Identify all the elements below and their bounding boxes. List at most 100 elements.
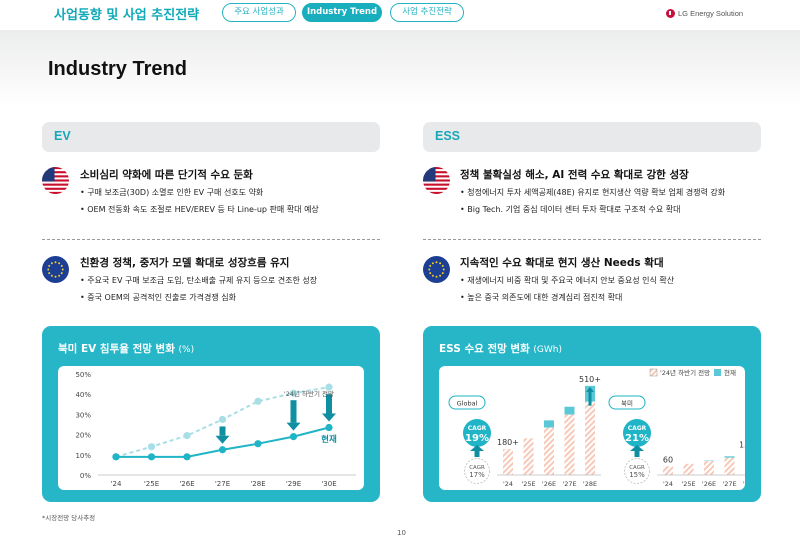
ess-group-badge-label: 북미 xyxy=(621,399,633,408)
ess-xtick-label: '28E xyxy=(583,480,597,488)
ev-current-point xyxy=(147,453,156,461)
ess-block2-bullet1: • 재생에너지 비중 확대 및 주요국 에너지 안보 중요성 인식 확산 xyxy=(460,276,675,285)
ess-bar-prior-forecast xyxy=(683,463,694,475)
ev-old-point xyxy=(254,397,262,405)
ev-ytick-label: 10% xyxy=(75,452,91,460)
ev-chart-title: 북미 EV 침투율 전망 변화 (%) xyxy=(58,341,194,356)
ev-block1-bullet1: • 구매 보조금(30D) 소멸로 인한 EV 구매 선호도 약화 xyxy=(80,188,264,197)
ess-bar-up-arrow-shaft xyxy=(588,390,592,406)
ess-xtick-label: '24 xyxy=(663,480,673,488)
ev-ytick-label: 40% xyxy=(75,391,91,399)
ess-section-label: ESS xyxy=(435,129,461,143)
ess-group-badge-label: Global xyxy=(457,400,478,408)
ess-cagr-old-title: CAGR xyxy=(629,465,645,471)
ess-bar-prior-forecast xyxy=(523,438,534,475)
ev-change-arrow-shaft xyxy=(326,394,332,414)
ev-block2-bullet1: • 주요국 EV 구매 보조금 도입, 탄소배출 규제 유지 등으로 견조한 성… xyxy=(80,276,318,285)
ess-group-badge xyxy=(448,395,486,410)
logo-text: LG Energy Solution xyxy=(678,8,744,18)
ev-change-arrow-head xyxy=(215,435,230,444)
ess-bar-current xyxy=(544,420,554,428)
ess-xtick-label: '27E xyxy=(722,480,736,488)
ev-current-point xyxy=(183,453,191,461)
tab-industry-trend[interactable]: Industry Trend xyxy=(302,3,382,22)
ess-chart-panel: ESS 수요 전망 변화 (GWh) '24년 하반기 전망 현재 Global CA… xyxy=(423,326,761,502)
ess-xtick-label: '25E xyxy=(681,480,695,488)
ev-old-series-annotation: '24년 하반기 전망 xyxy=(284,389,334,398)
ev-xtick-label: '30E xyxy=(321,480,336,488)
ess-xtick-label: '25E xyxy=(521,480,535,488)
ess-cagr-new-title: CAGR xyxy=(468,425,487,432)
us-flag-icon xyxy=(42,167,69,194)
ev-ytick-label: 30% xyxy=(75,411,91,419)
ev-section-label: EV xyxy=(54,129,71,143)
lg-logo-icon xyxy=(666,8,675,18)
title-band xyxy=(0,30,800,106)
ev-change-arrow-head xyxy=(322,413,336,422)
ess-xtick-label: '26E xyxy=(702,480,716,488)
ev-current-annotation: 현재 xyxy=(321,434,337,445)
ev-old-point xyxy=(147,443,156,451)
ess-bar-prior-forecast xyxy=(544,427,554,475)
ess-legend-old-label: '24년 하반기 전망 xyxy=(660,368,710,377)
page-title: Industry Trend xyxy=(48,58,187,80)
ess-cagr-new-circle xyxy=(463,419,491,447)
ev-xtick-label: '25E xyxy=(144,480,159,488)
ess-xtick-label: '28E xyxy=(743,480,745,488)
ev-old-point xyxy=(289,389,298,397)
ev-chart-title-text: 북미 EV 침투율 전망 변화 xyxy=(58,343,175,355)
ess-cagr-arrow-head xyxy=(630,445,644,451)
ess-cagr-arrow-shaft xyxy=(474,450,480,457)
ess-bar-prior-forecast xyxy=(724,457,735,475)
ess-value-label-first: 180+ xyxy=(497,438,519,447)
ess-chart-unit: (GWh) xyxy=(533,345,563,355)
ess-block2-bullet2: • 높은 중국 의존도에 대한 경계심리 점진적 확대 xyxy=(460,293,623,302)
ess-bar-prior-forecast xyxy=(704,461,714,475)
ess-cagr-old-circle xyxy=(624,458,650,484)
ess-chart-title-text: ESS 수요 전망 변화 xyxy=(439,343,530,355)
ev-current-point xyxy=(325,423,333,432)
page-number: 10 xyxy=(397,529,406,537)
ev-xtick-label: '29E xyxy=(286,480,301,488)
eu-flag-icon xyxy=(42,256,69,283)
ess-cagr-new-value: 21% xyxy=(625,433,649,444)
ev-change-arrow-shaft xyxy=(290,400,297,423)
ev-old-point xyxy=(325,383,333,391)
ev-current-point xyxy=(289,433,298,441)
ess-xtick-label: '27E xyxy=(562,480,576,488)
us-flag-icon xyxy=(423,167,450,194)
ev-chart-area: 0% 10% 20% 30% 40% 50% '24 '25E '26E '27E '28E '29E… xyxy=(58,366,364,490)
ess-cagr-arrow-shaft xyxy=(634,450,640,457)
ev-line-chart: 0% 10% 20% 30% 40% 50% '24 '25E '26E '27E '28E '29E… xyxy=(75,371,356,488)
ess-cagr-old-value: 15% xyxy=(629,471,645,479)
ev-ytick-label: 20% xyxy=(75,432,91,440)
ess-value-label-first: 60 xyxy=(663,455,673,464)
ess-cagr-old-value: 17% xyxy=(469,471,485,479)
ev-current-point xyxy=(218,446,227,454)
ess-block2-heading: 지속적인 수요 확대로 현지 생산 Needs 확대 xyxy=(460,257,664,269)
ess-chart-title: ESS 수요 전망 변화 (GWh) xyxy=(439,341,562,356)
ess-legend-new-label: 현재 xyxy=(724,369,736,377)
ev-current-point xyxy=(112,453,120,461)
ess-value-label-last: 510+ xyxy=(579,375,601,384)
header-title: 사업동향 및 사업 추진전략 xyxy=(54,8,200,23)
ess-bar-current xyxy=(564,406,575,415)
footnote: *시장전망 당사추정 xyxy=(42,514,96,522)
ess-cagr-arrow-head xyxy=(470,445,484,451)
ev-block2-heading: 친환경 정책, 중저가 모델 확대로 성장흐름 유지 xyxy=(80,257,290,269)
ev-chart-panel: 북미 EV 침투율 전망 변화 (%) 0% 10% 20% 30% 40% 50% '24… xyxy=(42,326,380,502)
ess-xtick-label: '26E xyxy=(542,480,556,488)
ev-ytick-label: 0% xyxy=(80,472,91,480)
tab-key-results[interactable]: 주요 사업성과 xyxy=(222,3,296,22)
ess-bar-prior-forecast xyxy=(564,414,575,475)
ess-section-header: ESS xyxy=(423,122,761,152)
tab-strategy[interactable]: 사업 추진전략 xyxy=(390,3,464,22)
ess-xtick-label: '24 xyxy=(503,480,513,488)
top-bar: 사업동향 및 사업 추진전략 주요 사업성과 Industry Trend 사업… xyxy=(0,0,800,28)
ess-cagr-old-title: CAGR xyxy=(469,465,485,471)
ev-change-arrow-shaft xyxy=(219,426,226,436)
ess-legend-old-swatch xyxy=(649,368,658,377)
ev-old-point xyxy=(183,432,191,440)
ess-bar-current xyxy=(724,456,735,458)
company-logo: LG Energy Solution xyxy=(666,6,743,20)
